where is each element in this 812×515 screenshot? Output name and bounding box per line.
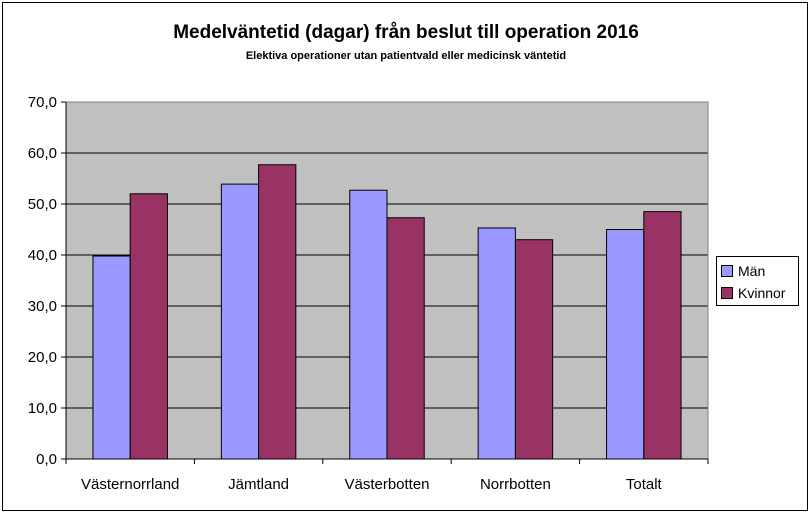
legend-item-kvinnor: Kvinnor [721, 283, 785, 303]
bar-kvinnor [129, 193, 168, 460]
y-tick-label: 0,0 [36, 451, 57, 468]
y-tick-label: 40,0 [28, 247, 57, 264]
legend: Män Kvinnor [716, 256, 799, 306]
chart-subtitle: Elektiva operationer utan patientvald el… [245, 50, 567, 62]
y-tick-label: 30,0 [28, 298, 57, 315]
y-tick-label: 10,0 [28, 400, 57, 417]
bar-man [606, 229, 645, 460]
bar-man [220, 183, 260, 460]
x-category-label: Norrbotten [480, 476, 551, 493]
bar-kvinnor [386, 217, 425, 460]
bar-kvinnor [643, 211, 682, 460]
bar-kvinnor [258, 164, 297, 460]
y-tick-label: 20,0 [28, 349, 57, 366]
x-category-label: Västernorrland [81, 476, 179, 493]
legend-swatch-man [721, 265, 733, 277]
legend-label-kvinnor: Kvinnor [738, 285, 786, 301]
bar-kvinnor [514, 239, 554, 460]
legend-item-man: Män [721, 261, 765, 281]
x-category-labels: Västernorrland Jämtland Västerbotten Norrbo… [81, 476, 663, 493]
y-tick-label: 50,0 [28, 196, 57, 213]
x-category-label: Västerbotten [344, 476, 429, 493]
legend-swatch-kvinnor [721, 287, 733, 299]
x-category-label: Jämtland [228, 476, 289, 493]
bars [92, 164, 682, 460]
bar-man [92, 255, 131, 460]
legend-label-man: Män [738, 263, 766, 279]
y-tick-labels: 0,0 10,0 20,0 30,0 40,0 50,0 60,0 70,0 [28, 94, 57, 468]
bar-man [477, 227, 516, 460]
x-category-label: Totalt [626, 476, 663, 493]
chart-title: Medelväntetid (dagar) från beslut till o… [173, 22, 639, 43]
bar-man [349, 189, 388, 460]
y-tick-label: 70,0 [28, 94, 57, 111]
axes [61, 101, 709, 464]
y-tick-label: 60,0 [28, 145, 57, 162]
